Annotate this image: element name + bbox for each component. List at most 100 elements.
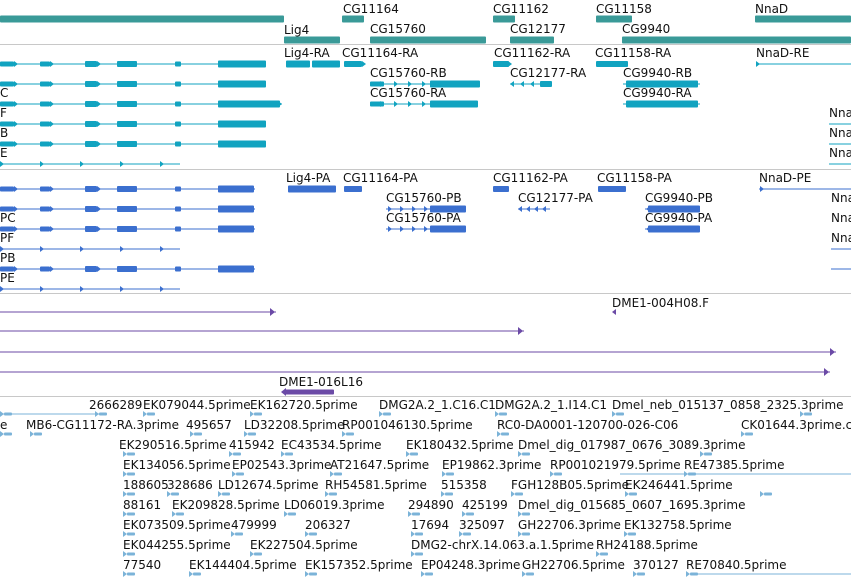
- est-label[interactable]: EK134056.5prime: [123, 458, 231, 472]
- est-label[interactable]: LD12674.5prime: [218, 478, 319, 492]
- exon[interactable]: [40, 121, 50, 127]
- est-segment[interactable]: [466, 512, 474, 516]
- strand-arrow[interactable]: [131, 81, 135, 87]
- transcript-label[interactable]: CG11164-RA: [342, 46, 419, 60]
- strand-arrow[interactable]: [14, 206, 18, 212]
- cds[interactable]: [430, 225, 466, 233]
- est-label[interactable]: 77540: [123, 558, 162, 572]
- protein-label[interactable]: CG9940-PB: [645, 191, 714, 205]
- strand-arrow[interactable]: [760, 491, 764, 497]
- gene-span[interactable]: [596, 15, 632, 23]
- protein-label[interactable]: Nna: [831, 211, 851, 225]
- gene-span[interactable]: [0, 15, 284, 23]
- gene-span[interactable]: [510, 36, 554, 44]
- strand-arrow[interactable]: [123, 571, 127, 577]
- est-label[interactable]: DMG2-chrX.14.063.a.1.5prime: [411, 538, 595, 552]
- strand-arrow[interactable]: [270, 308, 275, 316]
- est-segment[interactable]: [194, 432, 202, 436]
- strand-arrow[interactable]: [508, 61, 512, 67]
- est-label[interactable]: FGH128B05.5prime: [511, 478, 630, 492]
- protein-label[interactable]: Lig4-PA: [286, 171, 331, 185]
- strand-arrow[interactable]: [824, 368, 829, 376]
- strand-arrow[interactable]: [324, 186, 328, 192]
- strand-arrow[interactable]: [422, 81, 426, 87]
- est-segment[interactable]: [288, 512, 296, 516]
- est-segment[interactable]: [334, 472, 342, 476]
- exon[interactable]: [175, 121, 181, 127]
- est-label[interactable]: AT21647.5prime: [330, 458, 430, 472]
- est-label[interactable]: EP04248.3prime: [421, 558, 521, 572]
- strand-arrow[interactable]: [125, 226, 129, 232]
- strand-arrow[interactable]: [550, 471, 554, 477]
- transcript-label[interactable]: CG11162-RA: [494, 46, 571, 60]
- strand-arrow[interactable]: [400, 226, 404, 232]
- strand-arrow[interactable]: [14, 101, 18, 107]
- est-label[interactable]: Dmel_dig_017987_0676_3089.3prime: [518, 438, 746, 452]
- strand-arrow[interactable]: [30, 431, 34, 437]
- strand-arrow[interactable]: [14, 81, 18, 87]
- est-segment[interactable]: [254, 552, 262, 556]
- exon[interactable]: [540, 81, 552, 87]
- strand-arrow[interactable]: [131, 186, 135, 192]
- exon[interactable]: [175, 226, 181, 232]
- strand-arrow[interactable]: [278, 101, 282, 107]
- gene-label[interactable]: CG11162: [493, 2, 549, 16]
- exon[interactable]: [85, 226, 97, 232]
- strand-arrow[interactable]: [97, 226, 101, 232]
- strand-arrow[interactable]: [526, 206, 530, 212]
- gene-label[interactable]: Lig4: [284, 23, 310, 37]
- strand-arrow[interactable]: [131, 121, 135, 127]
- est-label[interactable]: 479999: [231, 518, 277, 532]
- est-segment[interactable]: [127, 532, 135, 536]
- strand-arrow[interactable]: [119, 186, 123, 192]
- strand-arrow[interactable]: [332, 186, 336, 192]
- transcript-label[interactable]: NnaD-RE: [756, 46, 810, 60]
- strand-arrow[interactable]: [123, 491, 127, 497]
- exon[interactable]: [218, 60, 266, 68]
- exon[interactable]: [85, 206, 97, 212]
- exon[interactable]: [218, 120, 266, 128]
- est-segment[interactable]: [526, 572, 534, 576]
- strand-arrow[interactable]: [131, 141, 135, 147]
- strand-arrow[interactable]: [522, 571, 526, 577]
- est-segment[interactable]: [446, 472, 454, 476]
- strand-arrow[interactable]: [50, 141, 54, 147]
- clone-label[interactable]: DME1-004H08.F: [612, 296, 710, 310]
- strand-arrow[interactable]: [97, 206, 101, 212]
- strand-arrow[interactable]: [125, 81, 129, 87]
- gene-label[interactable]: CG12177: [510, 22, 566, 36]
- est-label[interactable]: 415942: [229, 438, 275, 452]
- strand-arrow[interactable]: [120, 286, 124, 292]
- est-label[interactable]: EP19862.3prime: [442, 458, 542, 472]
- strand-arrow[interactable]: [0, 286, 4, 292]
- est-segment[interactable]: [690, 572, 698, 576]
- exon[interactable]: [85, 121, 97, 127]
- strand-arrow[interactable]: [308, 186, 312, 192]
- strand-arrow[interactable]: [251, 186, 255, 192]
- est-label[interactable]: Dmel_dig_015685_0607_1695.3prime: [518, 498, 746, 512]
- strand-arrow[interactable]: [316, 186, 320, 192]
- est-segment[interactable]: [522, 452, 530, 456]
- exon[interactable]: [430, 100, 478, 108]
- est-segment[interactable]: [616, 412, 624, 416]
- strand-arrow[interactable]: [510, 81, 514, 87]
- transcript-label[interactable]: C: [0, 86, 9, 100]
- strand-arrow[interactable]: [119, 226, 123, 232]
- est-label[interactable]: LD32208.5prime: [244, 418, 345, 432]
- strand-arrow[interactable]: [120, 161, 124, 167]
- strand-arrow[interactable]: [830, 348, 835, 356]
- strand-arrow[interactable]: [424, 206, 428, 212]
- exon[interactable]: [0, 81, 14, 87]
- est-segment[interactable]: [804, 412, 812, 416]
- est-segment[interactable]: [704, 452, 712, 456]
- strand-arrow[interactable]: [624, 531, 628, 537]
- strand-arrow[interactable]: [50, 186, 54, 192]
- est-segment[interactable]: [329, 492, 337, 496]
- strand-arrow[interactable]: [40, 161, 44, 167]
- strand-arrow[interactable]: [125, 206, 129, 212]
- est-segment[interactable]: [309, 572, 317, 576]
- strand-arrow[interactable]: [388, 206, 392, 212]
- est-segment[interactable]: [501, 432, 509, 436]
- strand-arrow[interactable]: [323, 61, 327, 67]
